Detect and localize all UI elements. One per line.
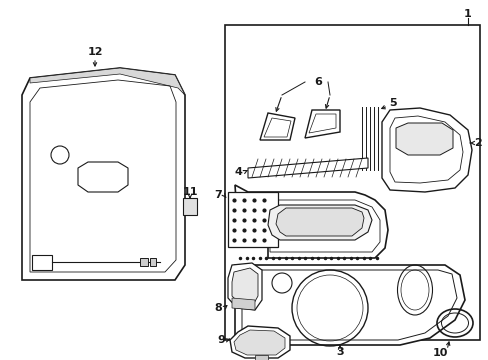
Polygon shape [267,205,371,240]
Polygon shape [150,258,156,266]
Polygon shape [234,330,285,355]
Polygon shape [229,326,289,358]
Polygon shape [30,68,184,95]
Polygon shape [254,355,267,360]
Text: 1: 1 [463,9,471,19]
Polygon shape [235,265,464,345]
Text: 11: 11 [182,187,197,197]
Polygon shape [231,298,254,310]
Polygon shape [22,68,184,280]
Text: 6: 6 [313,77,321,87]
Polygon shape [235,185,387,258]
Text: 8: 8 [214,303,222,313]
Text: 12: 12 [87,47,102,57]
Text: 3: 3 [336,347,343,357]
Polygon shape [381,108,471,192]
Polygon shape [275,208,363,236]
Polygon shape [227,263,262,310]
Bar [227,192,278,247]
Text: 9: 9 [217,335,224,345]
Bar [224,25,479,340]
Text: 5: 5 [388,98,396,108]
Polygon shape [247,158,367,178]
Polygon shape [231,268,258,305]
Text: 10: 10 [431,348,447,358]
Polygon shape [140,258,148,266]
Text: 2: 2 [473,138,481,148]
Polygon shape [395,123,452,155]
Text: 4: 4 [234,167,242,177]
Polygon shape [183,198,197,215]
Text: 7: 7 [214,190,222,200]
